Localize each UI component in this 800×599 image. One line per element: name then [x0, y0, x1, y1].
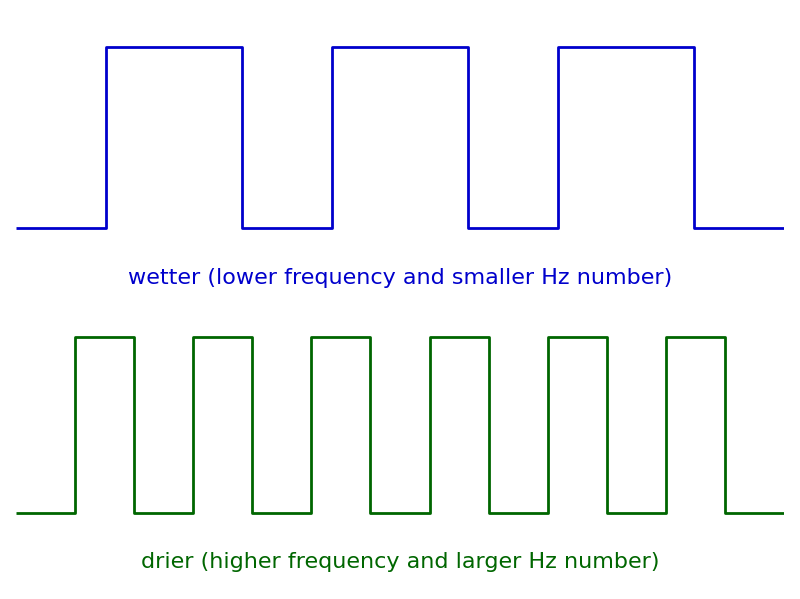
Text: wetter (lower frequency and smaller Hz number): wetter (lower frequency and smaller Hz n… — [128, 268, 672, 288]
Text: drier (higher frequency and larger Hz number): drier (higher frequency and larger Hz nu… — [141, 552, 659, 572]
